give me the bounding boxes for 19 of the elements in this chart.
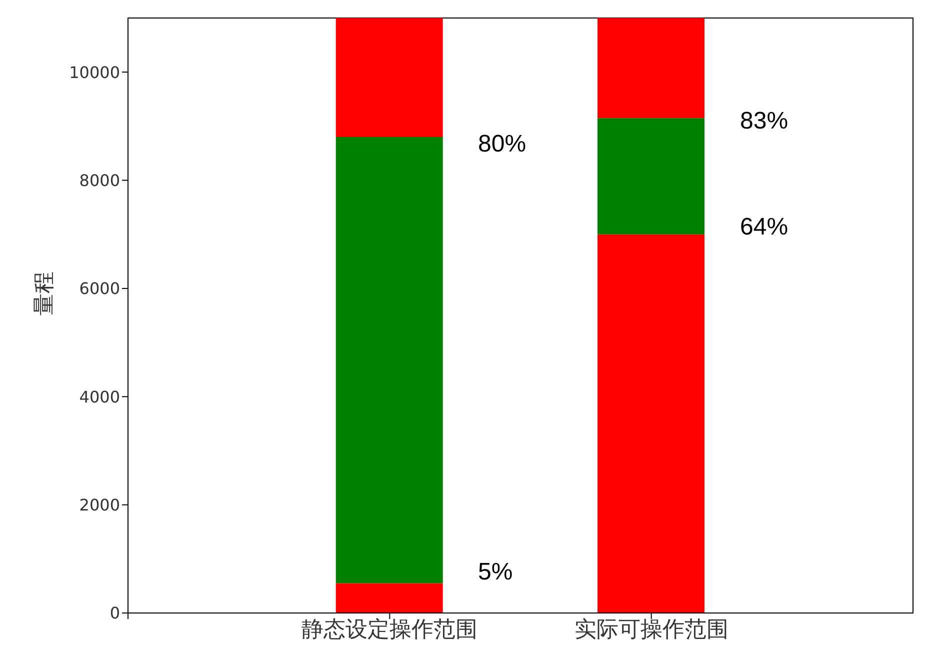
annotation: 64% xyxy=(740,213,788,240)
annotation: 83% xyxy=(740,107,788,134)
y-axis-title: 量程 xyxy=(32,272,57,316)
y-tick-label: 6000 xyxy=(79,279,120,298)
annotation: 5% xyxy=(478,558,513,586)
y-tick-label: 2000 xyxy=(79,496,120,514)
bar xyxy=(598,18,704,118)
y-tick-label: 0 xyxy=(110,604,120,623)
bar xyxy=(336,583,443,613)
y-tick-label: 4000 xyxy=(79,387,120,406)
annotation: 80% xyxy=(478,130,526,158)
x-tick-label: 静态设定操作范围 xyxy=(302,618,478,643)
bar xyxy=(336,137,443,584)
x-tick-label: 实际可操作范围 xyxy=(574,618,728,643)
bar xyxy=(336,18,443,137)
bar xyxy=(598,234,704,613)
y-tick-label: 10000 xyxy=(69,62,120,82)
bar xyxy=(598,118,704,234)
y-tick-label: 8000 xyxy=(79,170,120,190)
